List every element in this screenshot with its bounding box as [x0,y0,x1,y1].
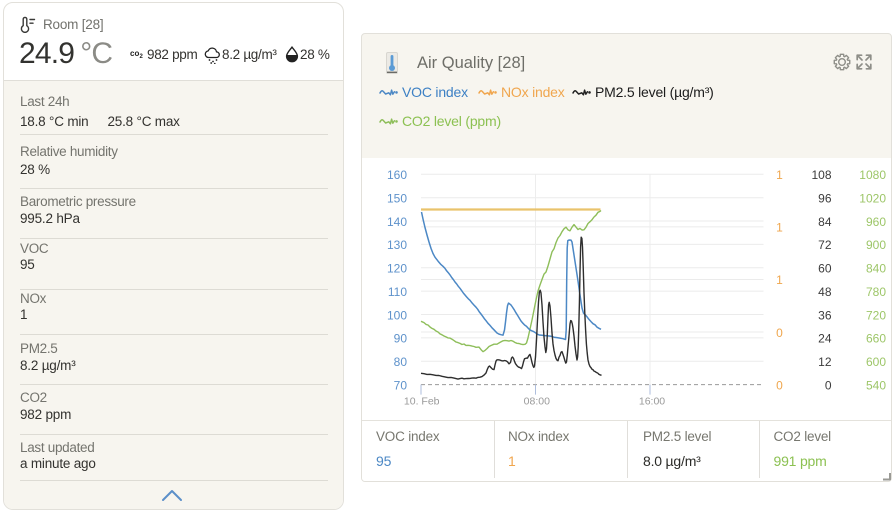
svg-text:0: 0 [825,378,832,392]
svg-text:1: 1 [776,221,783,235]
svg-text:co: co [130,49,139,58]
svg-text:600: 600 [866,355,886,369]
svg-text:72: 72 [818,238,832,252]
svg-text:160: 160 [387,168,407,182]
svg-text:16:00: 16:00 [639,395,665,407]
svg-text:84: 84 [818,215,832,229]
svg-text:10. Feb: 10. Feb [404,395,440,407]
svg-text:540: 540 [866,378,886,392]
svg-text:1: 1 [776,273,783,287]
svg-text:90: 90 [394,332,408,346]
svg-text:150: 150 [387,192,407,206]
svg-text:108: 108 [811,168,831,182]
svg-text:08:00: 08:00 [524,395,550,407]
svg-text:2: 2 [140,54,144,59]
svg-text:100: 100 [387,308,407,322]
svg-text:130: 130 [387,238,407,252]
svg-text:1: 1 [776,168,783,182]
svg-text:96: 96 [818,192,832,206]
svg-text:60: 60 [818,262,832,276]
svg-text:840: 840 [866,262,886,276]
svg-text:900: 900 [866,238,886,252]
svg-text:1020: 1020 [859,192,886,206]
svg-text:48: 48 [818,285,832,299]
svg-text:660: 660 [866,332,886,346]
svg-text:780: 780 [866,285,886,299]
svg-text:720: 720 [866,308,886,322]
svg-text:36: 36 [818,308,832,322]
svg-text:120: 120 [387,262,407,276]
svg-text:0: 0 [776,326,783,340]
svg-text:140: 140 [387,215,407,229]
svg-text:960: 960 [866,215,886,229]
svg-text:24: 24 [818,332,832,346]
svg-text:12: 12 [818,355,832,369]
svg-text:1080: 1080 [859,168,886,182]
svg-text:0: 0 [776,378,783,392]
svg-text:70: 70 [394,378,408,392]
svg-text:80: 80 [394,355,408,369]
svg-text:110: 110 [388,285,407,299]
